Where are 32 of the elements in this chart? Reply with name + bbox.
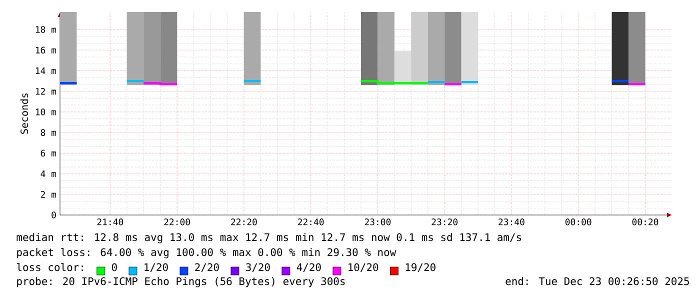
x-tick-label: 00:00 [565,218,592,226]
text: packet loss: 64.00 % avg 100.00 % max 0.00 % min 29.30 % now [17,248,396,258]
y-tick-label: 10 m [36,108,56,116]
x-tick-label: 22:20 [231,218,257,226]
legend-label: 1/20 [144,263,168,272]
y-tick-label: 14 m [36,67,56,74]
x-tick-label: 21:40 [97,218,124,226]
y-tick-label: 16 m [36,46,56,54]
y-tick-label: 4 m [40,170,56,178]
legend-label: 3/20 [246,263,270,272]
y-tick-label: 18 m [36,26,56,33]
x-tick-label: 23:00 [364,218,391,226]
legend-label: 19/20 [406,263,436,272]
x-tick-label: 23:20 [432,218,458,226]
x-tick-label: 22:00 [164,218,190,226]
legend-label: 0 [112,263,117,272]
y-tick-label: 2 m [40,191,56,198]
y-tick-label: 6 m [40,150,56,157]
legend-label: 4/20 [296,263,321,272]
y-axis-title: Seconds [20,93,28,134]
legend-label: 10/20 [348,263,378,272]
legend-title: loss color: [17,263,83,272]
x-tick-label: 00:20 [632,218,658,226]
text: probe: 20 IPv6-ICMP Echo Pings (56 Bytes) every 300s [17,277,345,288]
x-tick-label: 22:40 [298,218,324,226]
legend-label: 2/20 [195,263,219,272]
x-tick-label: 23:40 [498,218,524,226]
y-tick-label: 0 [52,212,56,218]
text: end: Tue Dec 23 00:26:50 2025 [506,277,689,286]
y-tick-label: 8 m [40,129,56,136]
y-tick-label: 12 m [36,88,56,95]
text: median rtt: 12.8 ms avg 13.0 ms max 12.7 ms min 12.7 ms now 0.1 ms sd 137.1 am/s [16,233,522,244]
